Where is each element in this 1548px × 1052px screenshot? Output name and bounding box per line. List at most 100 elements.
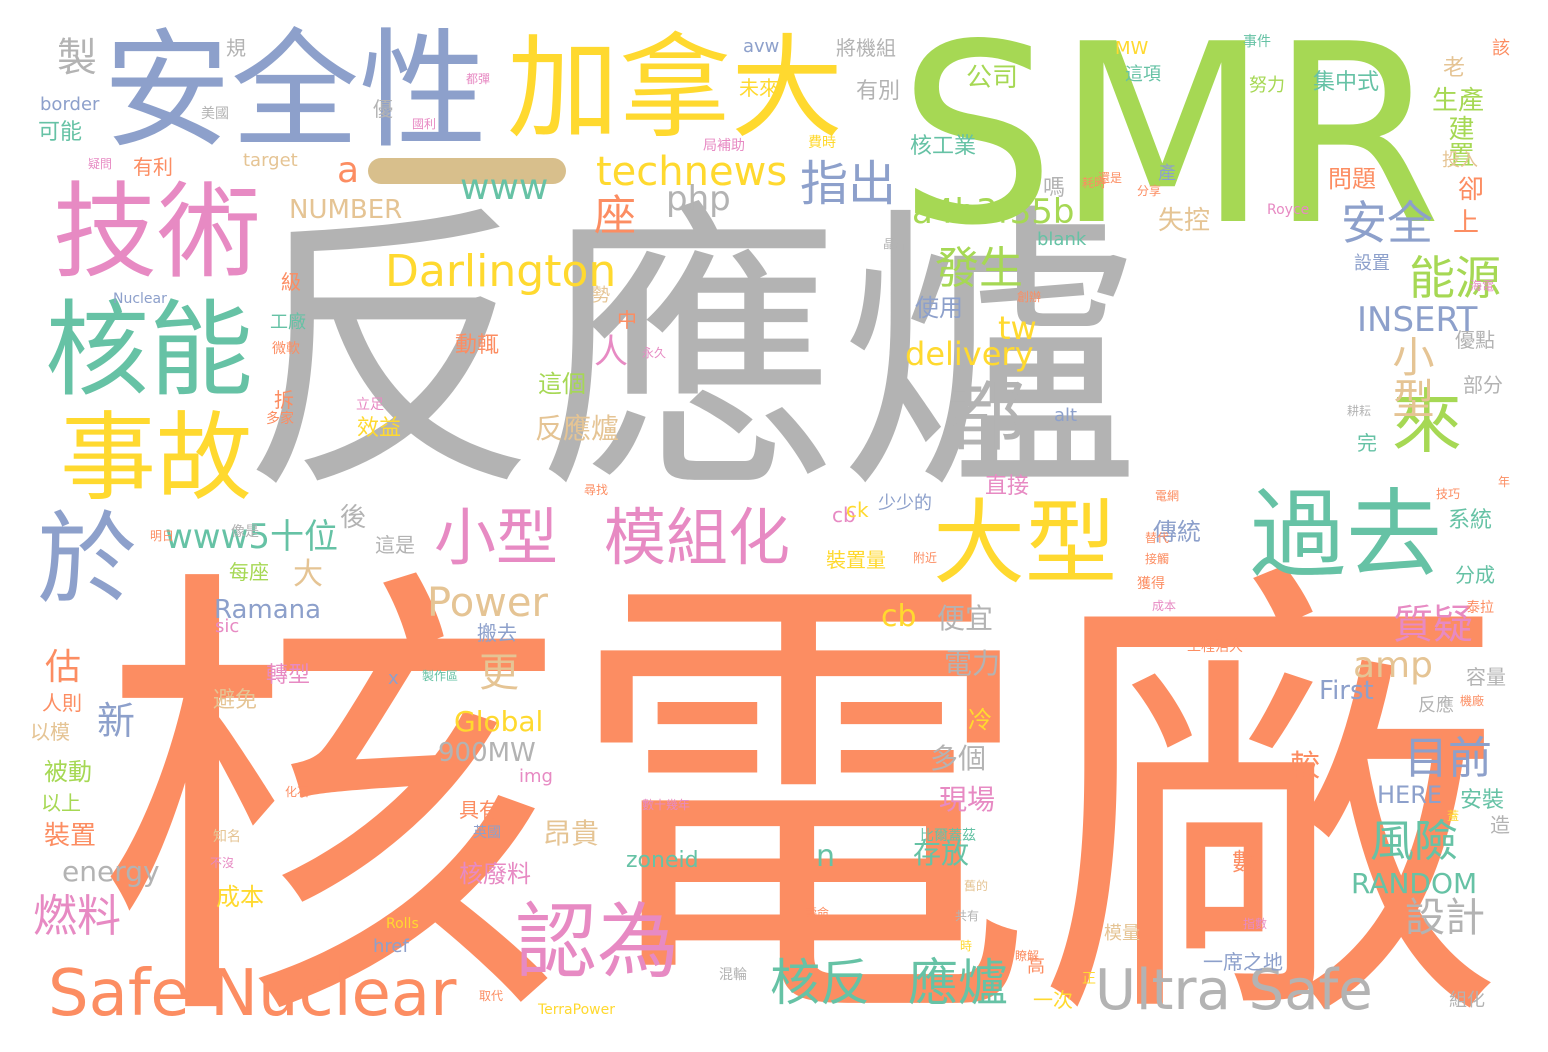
cloud-word: 存放 (913, 837, 970, 870)
cloud-word: 工程浩大 (1187, 639, 1243, 655)
cloud-word: 美國 (201, 106, 229, 122)
cloud-word: 這個 (538, 370, 586, 398)
cloud-word: 裝置量 (826, 548, 886, 572)
cloud-word: 座 (594, 191, 637, 240)
cloud-word: 人 (594, 332, 628, 372)
cloud-word: HERE (1377, 781, 1443, 809)
cloud-word: 有利 (133, 155, 173, 179)
cloud-word: 安全 (1341, 196, 1433, 250)
cloud-word: 系統 (1448, 508, 1493, 533)
cloud-word: 這項 (1125, 64, 1161, 85)
cloud-word: 容量 (1466, 665, 1506, 689)
cloud-word: 不沒 (210, 856, 235, 870)
cloud-word: 使用 (915, 294, 963, 322)
cloud-word: 能源 (1409, 251, 1501, 305)
cloud-word: technews (596, 149, 788, 195)
cloud-word: 工廠 (270, 312, 306, 333)
cloud-word: 一次 (1033, 988, 1073, 1012)
cloud-word: MW (1115, 38, 1149, 59)
cloud-word: 被動 (44, 758, 92, 786)
cloud-word: 成本 (1152, 599, 1177, 613)
cloud-word: 局補助 (703, 138, 745, 154)
cloud-word: 技術 (53, 171, 262, 293)
cloud-word: NUMBER (289, 195, 403, 225)
cloud-word: 風險 (1370, 816, 1458, 867)
cloud-word: 創辦 (1017, 290, 1042, 304)
cloud-word: 都 (947, 372, 1026, 462)
cloud-word: a (337, 150, 360, 191)
cloud-word: 泰拉 (1466, 600, 1494, 616)
cloud-word: 裝置 (44, 821, 97, 851)
cloud-word: border (40, 94, 100, 115)
cloud-word: 電力 (944, 647, 1001, 680)
cloud-word: 生產 (1432, 86, 1485, 116)
cloud-word: 電網 (1155, 489, 1180, 503)
cloud-word: First (1319, 676, 1374, 706)
cloud-word: 部分 (1463, 373, 1503, 397)
cloud-word: x (388, 668, 399, 689)
cloud-word: 轉型 (266, 663, 311, 688)
cloud-word: 指出 (800, 156, 897, 212)
cloud-word: 估 (45, 647, 82, 688)
cloud-word: 搬去 (477, 621, 517, 645)
cloud-word: 高 (1027, 956, 1045, 977)
cloud-word: 以模 (30, 720, 70, 744)
cloud-word: 模量 (1104, 923, 1140, 944)
cloud-word: 年 (1498, 475, 1511, 489)
cloud-word: 反應 (1418, 695, 1454, 716)
cloud-word: 產 (1158, 163, 1176, 184)
cloud-word: 發生 (935, 243, 1023, 294)
cloud-word: 少少的 (878, 493, 932, 514)
cloud-word: 於 (37, 501, 137, 618)
cloud-word: 人則 (42, 691, 82, 715)
cloud-word: 共有 (955, 909, 980, 923)
cloud-word: 動輒 (455, 333, 500, 358)
cloud-word: 直接 (985, 474, 1030, 499)
cloud-word: 獲得 (1137, 576, 1165, 592)
cloud-word: Ramana (214, 595, 322, 625)
cloud-word: 瞭解 (1015, 949, 1040, 963)
cloud-word: 未來 (739, 76, 779, 100)
cloud-word: n (816, 839, 836, 874)
cloud-word: 耗時 (1082, 176, 1107, 190)
cloud-word: cb (832, 503, 856, 527)
cloud-word: tw (998, 309, 1037, 347)
cloud-word: 大型 (933, 490, 1118, 597)
cloud-word: Power (427, 580, 548, 626)
cloud-word: href (373, 936, 409, 957)
cloud-word: 核廢料 (459, 860, 531, 888)
cloud-word: 國利 (412, 117, 437, 131)
cloud-word: 機廠 (1460, 694, 1485, 708)
cloud-word: 老 (1443, 56, 1466, 81)
cloud-word: 數 (1232, 848, 1256, 876)
cloud-word: 設置 (1354, 253, 1390, 274)
cloud-word: 大 (293, 557, 323, 592)
cloud-word: 核反 (770, 954, 870, 1012)
cloud-word: energy (62, 855, 160, 888)
cloud-word: 多個 (930, 742, 987, 775)
cloud-word: 勢 (592, 285, 610, 306)
cloud-word: 上 (1453, 208, 1480, 238)
cloud-word: a4b3f35b (912, 192, 1075, 232)
cloud-word: 蓋 (1447, 809, 1460, 823)
cloud-word: 造 (1490, 813, 1510, 837)
cloud-word: 現場 (939, 783, 996, 816)
cloud-word: 組化 (1449, 990, 1485, 1011)
cloud-word: 過去 (1250, 479, 1442, 591)
cloud-word: 還是 (1098, 171, 1123, 185)
cloud-word: 微軟 (272, 341, 300, 357)
cloud-word: alt (1054, 405, 1078, 426)
cloud-word: 時 (960, 939, 973, 953)
cloud-word: Global (454, 705, 544, 738)
cloud-word: 集中式 (1313, 70, 1380, 95)
cloud-word: 有別 (856, 79, 901, 104)
cloud-word: 耕耘 (1347, 404, 1372, 418)
cloud-word: 費時 (808, 135, 836, 151)
cloud-word: 將機組 (836, 36, 896, 60)
cloud-word: 晶片 (883, 237, 908, 251)
cloud-word: 核工業 (910, 134, 977, 159)
cloud-word: 加拿大 (507, 24, 843, 154)
cloud-word: 事件 (1243, 34, 1271, 50)
cloud-word: www5十位 (165, 517, 339, 557)
cloud-word: 安全性 (103, 17, 488, 166)
